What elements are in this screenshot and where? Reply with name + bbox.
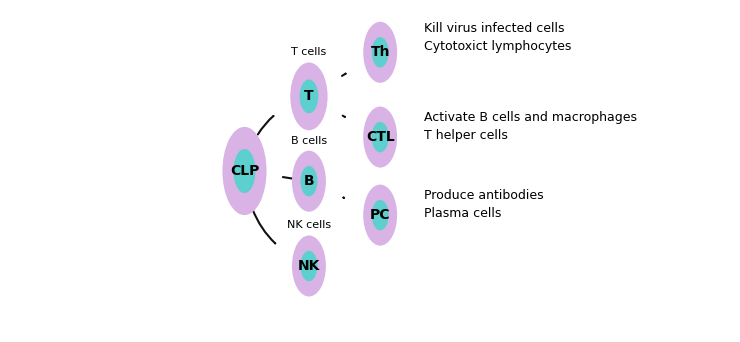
Text: Th: Th [371, 45, 390, 59]
Text: B: B [303, 174, 314, 188]
Text: Activate B cells and macrophages
T helper cells: Activate B cells and macrophages T helpe… [424, 111, 637, 142]
Text: T cells: T cells [292, 47, 326, 57]
Text: T: T [304, 89, 314, 103]
Ellipse shape [371, 37, 389, 67]
Ellipse shape [371, 200, 389, 231]
Text: CLP: CLP [230, 164, 259, 178]
Ellipse shape [363, 22, 397, 83]
FancyArrowPatch shape [258, 116, 273, 134]
Ellipse shape [223, 127, 266, 215]
Ellipse shape [292, 235, 326, 297]
FancyArrowPatch shape [252, 209, 275, 244]
Ellipse shape [363, 107, 397, 168]
FancyArrowPatch shape [283, 177, 307, 181]
Text: CTL: CTL [366, 130, 394, 144]
Text: B cells: B cells [291, 135, 327, 146]
Ellipse shape [290, 63, 328, 130]
Text: Kill virus infected cells
Cytotoxict lymphocytes: Kill virus infected cells Cytotoxict lym… [424, 22, 572, 53]
Ellipse shape [300, 251, 317, 281]
FancyArrowPatch shape [343, 116, 345, 117]
Ellipse shape [371, 122, 389, 152]
Ellipse shape [363, 185, 397, 246]
Ellipse shape [292, 150, 326, 212]
Text: NK cells: NK cells [287, 220, 331, 231]
FancyArrowPatch shape [342, 74, 346, 76]
Text: Produce antibodies
Plasma cells: Produce antibodies Plasma cells [424, 189, 544, 221]
Text: PC: PC [370, 208, 391, 222]
Ellipse shape [233, 149, 255, 193]
Text: NK: NK [297, 259, 320, 273]
Ellipse shape [300, 79, 318, 113]
Ellipse shape [300, 166, 317, 196]
